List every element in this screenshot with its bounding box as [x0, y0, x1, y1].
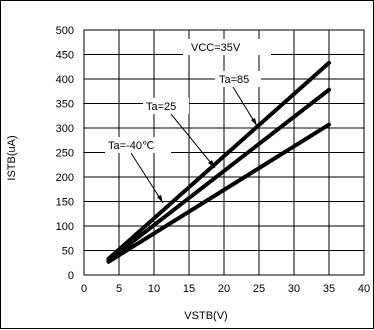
y-tick-label: 100: [56, 221, 74, 233]
series-line-ta-85: [106, 60, 331, 261]
y-tick-label: 150: [56, 197, 74, 209]
series-line-ta-40-c: [106, 122, 331, 264]
annotation-ta-40: Ta=-40℃: [108, 140, 154, 152]
annotation-ta-40-bg: [105, 137, 171, 153]
x-tick-label: 15: [183, 283, 195, 295]
annotation-vcc-bg: [183, 39, 271, 55]
arrow-ta85-head: [251, 118, 257, 126]
y-tick-label: 200: [56, 172, 74, 184]
tick-labels: 0 5 10 15 20 25 30 35 40050100150200250300350400…: [56, 25, 370, 295]
y-tick-label: 450: [56, 50, 74, 62]
series-lines: [106, 60, 331, 264]
x-axis-title: VSTB(V): [184, 310, 227, 322]
annotation-ta25: Ta=25: [146, 101, 176, 113]
annotation-ta85: Ta=85: [219, 74, 249, 86]
x-tick-label: 40: [358, 283, 370, 295]
y-tick-label: 50: [62, 246, 74, 258]
x-tick-label: 10: [148, 283, 160, 295]
y-axis-title: ISTB(uA): [6, 135, 18, 180]
y-tick-label: 0: [68, 270, 74, 282]
x-tick-label: 0: [81, 283, 87, 295]
x-tick-label: 25: [253, 283, 265, 295]
x-tick-label: 30: [288, 283, 300, 295]
arrow-ta-40: [130, 152, 164, 204]
x-tick-label: 35: [323, 283, 335, 295]
annotation-ta25-bg: [143, 98, 189, 114]
annotation-vcc: VCC=35V: [191, 42, 241, 54]
y-tick-label: 250: [56, 148, 74, 160]
plot-area-border: [83, 29, 365, 276]
y-tick-label: 300: [56, 123, 74, 135]
annotation-ta85-bg: [215, 71, 261, 87]
series-line-ta-25: [106, 87, 331, 263]
x-tick-label: 20: [218, 283, 230, 295]
arrow-ta25: [170, 113, 216, 169]
y-tick-label: 350: [56, 99, 74, 111]
arrow-ta25-head: [208, 160, 215, 168]
arrow-ta-40-head: [157, 195, 163, 203]
y-tick-label: 500: [56, 25, 74, 37]
x-tick-label: 5: [116, 283, 122, 295]
y-tick-label: 400: [56, 74, 74, 86]
